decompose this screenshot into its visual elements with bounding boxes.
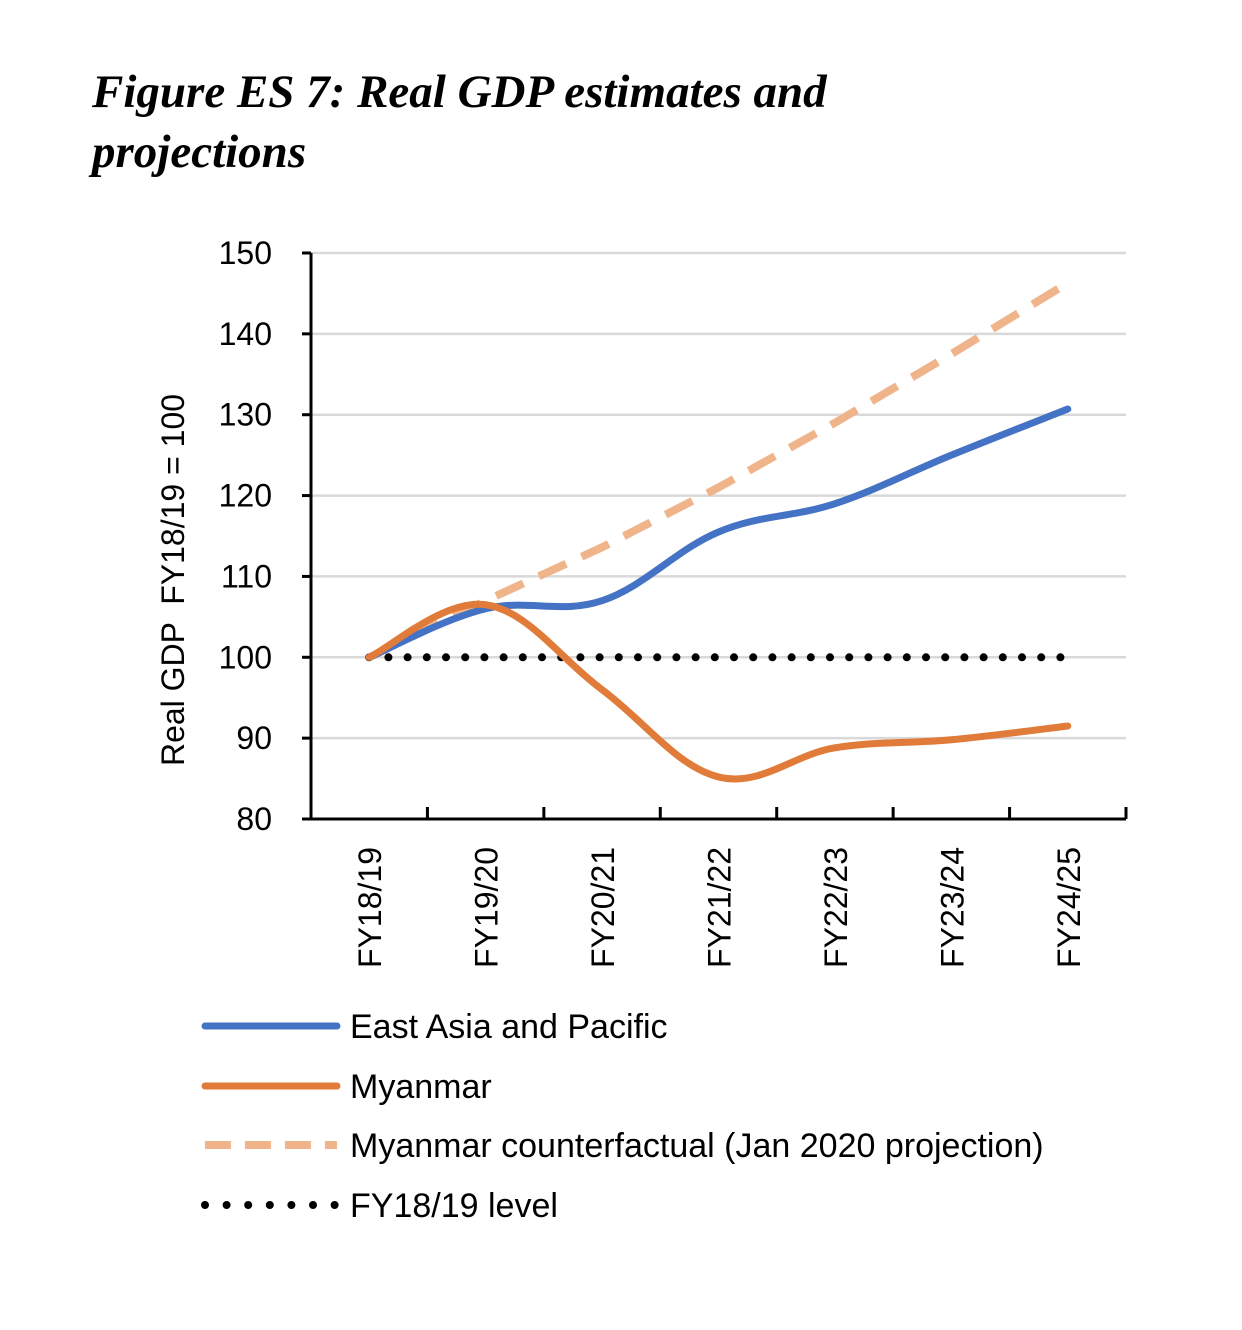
x-tick-label: FY22/23 <box>818 847 854 968</box>
x-tick-label: FY23/24 <box>934 847 970 968</box>
y-tick-label: 90 <box>236 720 272 756</box>
gridlines <box>311 251 1126 740</box>
axes: 80 90 100 110 120 130 140 150 FY18/19 FY19/20 FY20… <box>155 235 1128 968</box>
legend-label-baseline: FY18/19 level <box>350 1187 558 1225</box>
y-axis-label: Real GDP FY18/19 = 100 <box>155 394 191 766</box>
y-tick-label: 80 <box>236 801 272 837</box>
legend-label-counterfactual: Myanmar counterfactual (Jan 2020 project… <box>350 1127 1044 1165</box>
y-tick-label: 130 <box>219 397 272 433</box>
x-tick-label: FY18/19 <box>352 847 388 968</box>
y-tick-label: 150 <box>219 235 272 271</box>
x-tick-label: FY20/21 <box>585 847 621 968</box>
x-tick-label: FY19/20 <box>469 847 505 968</box>
x-tick-label: FY24/25 <box>1051 847 1087 968</box>
series-line-counterfactual <box>367 279 1070 661</box>
figure-title-line-1: Figure ES 7: Real GDP estimates and <box>92 66 827 118</box>
y-tick-label: 110 <box>221 558 272 594</box>
legend: East Asia and Pacific Myanmar Myanmar coun… <box>201 1008 1044 1225</box>
y-tick-label: 140 <box>219 316 272 352</box>
figure-title-line-2: projections <box>92 126 307 178</box>
series-lines <box>365 279 1072 783</box>
legend-label-myanmar: Myanmar <box>350 1068 492 1106</box>
y-tick-label: 120 <box>219 478 272 514</box>
x-tick-label: FY21/22 <box>702 847 738 968</box>
y-tick-label: 100 <box>219 639 272 675</box>
series-line-myanmar <box>365 600 1072 783</box>
series-line-east_asia <box>365 405 1072 661</box>
legend-label-east_asia: East Asia and Pacific <box>350 1008 668 1046</box>
figure-title: Figure ES 7: Real GDP estimates and proj… <box>92 62 1092 182</box>
